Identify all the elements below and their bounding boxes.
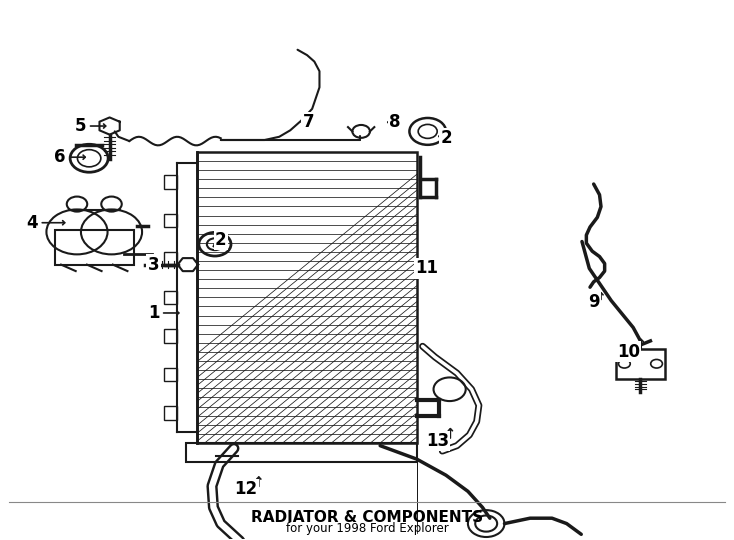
Bar	[197, 152, 417, 443]
Text: 12: 12	[234, 480, 258, 498]
Text: RADIATOR & COMPONENTS: RADIATOR & COMPONENTS	[251, 510, 483, 525]
Text: 4: 4	[26, 214, 38, 232]
Bar	[164, 329, 177, 343]
Text: for your 1998 Ford Explorer: for your 1998 Ford Explorer	[286, 522, 448, 536]
Text: 6: 6	[54, 148, 66, 166]
Text: 1: 1	[148, 304, 159, 322]
Bar	[55, 230, 134, 265]
Text: 9: 9	[588, 293, 600, 311]
Text: 10: 10	[617, 343, 640, 361]
Bar	[164, 406, 177, 420]
Text: 5: 5	[75, 117, 86, 135]
Text: 8: 8	[389, 113, 401, 131]
Text: 11: 11	[415, 259, 439, 278]
Bar	[164, 175, 177, 188]
Text: 3: 3	[148, 255, 159, 274]
Text: 7: 7	[302, 113, 314, 131]
Text: 2: 2	[440, 130, 452, 147]
Bar	[186, 443, 417, 462]
Bar	[164, 252, 177, 266]
Bar	[616, 349, 665, 379]
Bar	[164, 291, 177, 304]
Bar	[164, 214, 177, 227]
Text: 2: 2	[215, 231, 227, 249]
Text: 13: 13	[426, 432, 449, 450]
Bar	[164, 368, 177, 381]
